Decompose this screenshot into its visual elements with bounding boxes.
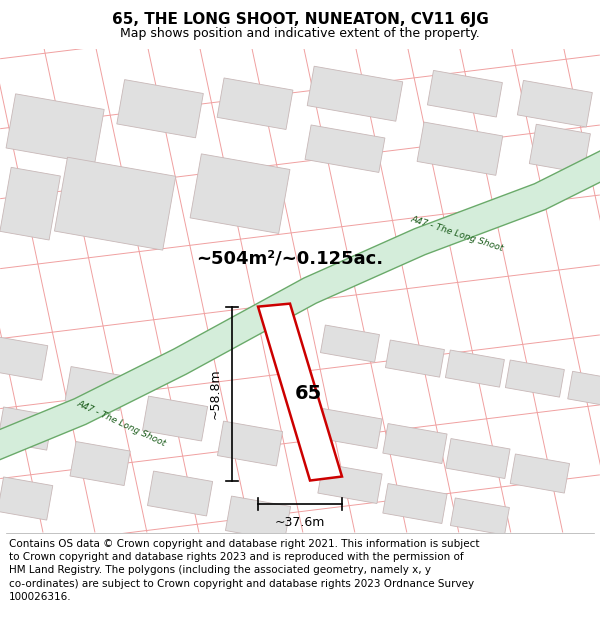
Polygon shape [318,409,382,449]
Text: 65, THE LONG SHOOT, NUNEATON, CV11 6JG: 65, THE LONG SHOOT, NUNEATON, CV11 6JG [112,12,488,27]
Polygon shape [446,439,510,479]
Polygon shape [0,477,53,520]
Polygon shape [65,367,125,411]
Polygon shape [226,496,290,541]
Text: Contains OS data © Crown copyright and database right 2021. This information is : Contains OS data © Crown copyright and d… [9,539,479,602]
Polygon shape [55,158,176,250]
Polygon shape [383,484,447,524]
Text: ~37.6m: ~37.6m [275,516,325,529]
Polygon shape [0,168,61,240]
Polygon shape [0,337,48,380]
Polygon shape [6,94,104,164]
Polygon shape [385,340,445,377]
Polygon shape [568,371,600,406]
Polygon shape [427,71,502,117]
Polygon shape [190,154,290,234]
Polygon shape [451,498,509,535]
Text: ~58.8m: ~58.8m [209,368,222,419]
Text: 65: 65 [295,384,322,403]
Text: Map shows position and indicative extent of the property.: Map shows position and indicative extent… [120,27,480,40]
Polygon shape [417,122,503,176]
Polygon shape [305,125,385,172]
Polygon shape [148,471,212,516]
Polygon shape [0,407,53,450]
Text: A47 - The Long Shoot: A47 - The Long Shoot [410,214,505,253]
Polygon shape [307,66,403,121]
Polygon shape [320,325,379,362]
Polygon shape [142,396,208,441]
Polygon shape [217,421,283,466]
Polygon shape [258,304,342,481]
Polygon shape [529,124,590,173]
Text: ~504m²/~0.125ac.: ~504m²/~0.125ac. [196,249,383,268]
Polygon shape [517,81,592,127]
Polygon shape [505,360,565,397]
Polygon shape [383,424,447,464]
Polygon shape [318,464,382,504]
Polygon shape [117,79,203,138]
Polygon shape [70,441,130,486]
Polygon shape [445,350,505,387]
Polygon shape [510,454,569,493]
Polygon shape [217,78,293,129]
Polygon shape [0,144,600,461]
Text: A47 - The Long Shoot: A47 - The Long Shoot [75,399,167,448]
